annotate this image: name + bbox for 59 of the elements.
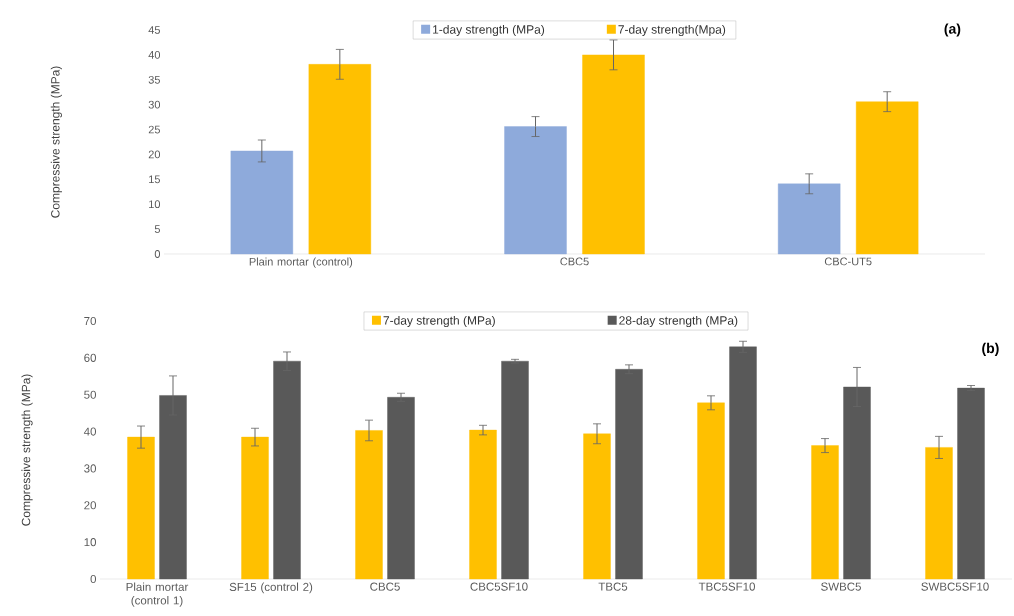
y-tick-label: 0 — [90, 574, 97, 584]
y-tick-label: 45 — [148, 26, 160, 34]
bar — [957, 387, 985, 580]
y-tick-label: 30 — [148, 100, 161, 109]
bar — [159, 395, 187, 580]
y-tick-label: 20 — [148, 150, 161, 159]
bar — [843, 386, 871, 580]
bar — [697, 402, 725, 580]
bar — [387, 397, 415, 580]
y-tick-label: 40 — [83, 427, 97, 436]
y-tick-label: 25 — [148, 125, 160, 134]
bar — [241, 436, 269, 580]
x-tick-label: Plain mortar (control) — [249, 257, 353, 268]
legend-label: 7-day strength (MPa) — [383, 315, 495, 328]
bar — [925, 447, 953, 580]
bar — [855, 101, 919, 255]
bar — [504, 126, 567, 255]
y-tick-label: 35 — [148, 75, 160, 84]
x-tick-label: Plain mortar (control 1) — [126, 582, 189, 607]
y-tick-label: 40 — [148, 51, 161, 59]
bar — [469, 429, 497, 580]
bar — [777, 183, 841, 255]
x-tick-label: CBC5SF10 — [470, 582, 528, 591]
y-axis-title: Compressive strength (MPa) — [50, 66, 62, 218]
bar — [127, 436, 155, 580]
bar — [273, 360, 301, 580]
bar — [355, 430, 383, 580]
legend-label: 28-day strength (MPa) — [619, 315, 738, 328]
y-tick-label: 0 — [154, 250, 161, 258]
y-tick-label: 15 — [149, 175, 160, 184]
x-tick-label: TBC5 — [598, 582, 628, 591]
bar — [501, 360, 529, 580]
y-tick-label: 10 — [84, 538, 97, 547]
x-tick-label: SWBC5SF10 — [921, 582, 989, 591]
bar — [308, 64, 372, 255]
annotation: (a) — [944, 23, 961, 37]
y-tick-label: 10 — [149, 200, 161, 209]
x-tick-label: CBC5 — [560, 257, 589, 266]
y-tick-label: 5 — [154, 225, 160, 233]
x-tick-label: TBC5SF10 — [698, 582, 755, 591]
y-axis-title: Compressive strength (MPa) — [21, 374, 33, 526]
bar — [811, 445, 839, 580]
bar — [582, 54, 645, 255]
legend-label: 1-day strength (MPa) — [433, 24, 545, 37]
bar — [583, 433, 611, 580]
y-tick-label: 70 — [84, 316, 97, 326]
legend-label: 7-day strength(Mpa) — [618, 24, 726, 37]
y-tick-label: 20 — [84, 501, 97, 510]
y-tick-label: 60 — [84, 353, 97, 362]
x-tick-label: SWBC5 — [821, 582, 861, 591]
x-tick-label: CBC5 — [370, 582, 400, 591]
annotation: (b) — [982, 342, 999, 356]
y-tick-label: 30 — [84, 464, 97, 473]
x-tick-label: SF15 (control 2) — [229, 582, 313, 594]
bar — [615, 369, 643, 580]
y-tick-label: 50 — [84, 390, 97, 399]
bar — [729, 346, 757, 580]
bar — [230, 150, 294, 255]
x-tick-label: CBC-UT5 — [824, 257, 872, 266]
